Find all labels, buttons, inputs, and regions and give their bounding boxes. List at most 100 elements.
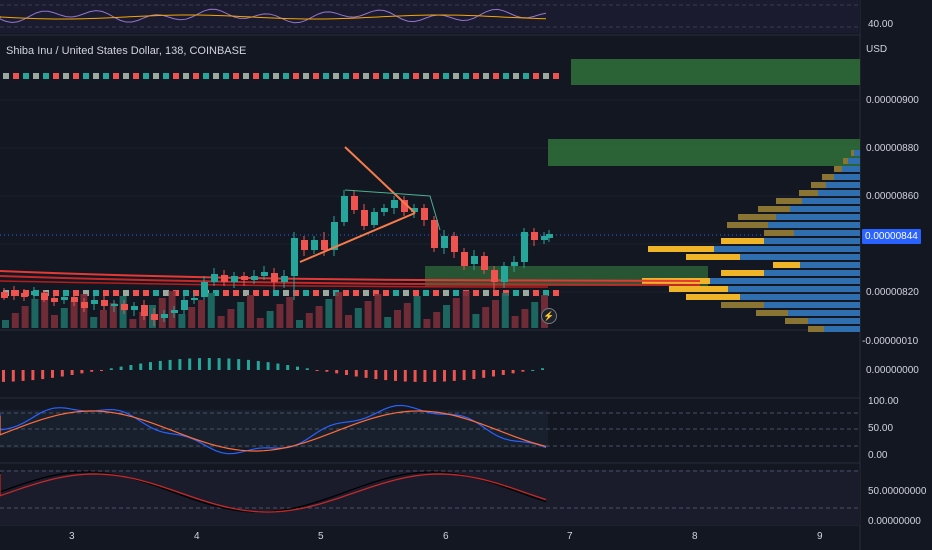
volume-bar: [472, 314, 480, 328]
candle-body: [1, 292, 8, 298]
macd-bar: [266, 362, 270, 370]
signal-dot: [313, 290, 319, 296]
macd-bar: [452, 370, 456, 381]
volume-bar: [256, 318, 264, 328]
candle-body: [271, 273, 278, 282]
candle-body: [331, 222, 338, 250]
candle-body: [61, 297, 68, 300]
candle-body: [261, 272, 268, 276]
candle-body: [451, 236, 458, 252]
candle-body: [431, 220, 438, 248]
signal-dot: [383, 73, 389, 79]
signal-dot: [133, 73, 139, 79]
volume-bar: [492, 300, 499, 328]
candle-body: [501, 266, 508, 282]
volume-bar: [178, 314, 186, 328]
volume-bar: [266, 311, 274, 328]
volume-bar: [531, 302, 539, 328]
macd-tick: 0.00000000: [866, 365, 919, 376]
signal-dot: [443, 290, 449, 296]
macd-bar: [70, 370, 74, 375]
signal-dot: [283, 73, 289, 79]
candle-body: [281, 276, 288, 282]
candle-body: [71, 297, 78, 302]
signal-dot: [83, 290, 89, 296]
candle-body: [91, 300, 98, 304]
volume-bar: [70, 301, 78, 328]
signal-dot: [253, 73, 259, 79]
signal-dot: [233, 290, 239, 296]
signal-dot: [53, 290, 59, 296]
candle-body: [121, 304, 128, 310]
volume-profile-bar: [800, 262, 860, 268]
signal-dot: [333, 73, 339, 79]
signal-dot: [533, 290, 539, 296]
volume-bar: [227, 309, 235, 328]
macd-bar: [462, 370, 466, 381]
signal-dot: [263, 290, 269, 296]
candle-body: [81, 302, 88, 308]
signal-dot: [523, 290, 529, 296]
volume-profile-bar: [822, 174, 834, 180]
signal-dot: [413, 290, 419, 296]
volume-profile-bar: [808, 326, 824, 332]
macd-bar: [237, 359, 241, 370]
time-tick: 8: [692, 531, 698, 542]
volume-profile-bar: [669, 286, 728, 292]
candle-body: [181, 300, 188, 310]
candle-body: [521, 232, 528, 262]
signal-dot: [523, 73, 529, 79]
candle-body: [241, 276, 248, 280]
macd-bar: [2, 370, 5, 382]
signal-dot: [73, 73, 79, 79]
time-tick: 7: [567, 531, 573, 542]
volume-bar: [109, 303, 117, 328]
volume-profile-bar: [834, 166, 842, 172]
signal-dot: [513, 73, 519, 79]
candle-body: [511, 262, 518, 266]
signal-dot: [423, 73, 429, 79]
currency-label: USD: [866, 44, 888, 55]
volume-profile-bar: [848, 158, 860, 164]
time-tick: 9: [817, 531, 823, 542]
signal-dot: [153, 73, 159, 79]
candle-body: [11, 290, 18, 296]
signal-dot: [473, 290, 479, 296]
macd-bar: [521, 370, 525, 372]
macd-bar: [394, 370, 397, 381]
volume-profile-bar: [756, 310, 788, 316]
volume-bar: [305, 313, 313, 328]
signal-dot: [103, 290, 109, 296]
signal-dot: [83, 73, 89, 79]
volume-profile-bar: [785, 318, 808, 324]
signal-dot: [343, 73, 349, 79]
volume-bar: [315, 306, 323, 328]
signal-dot: [273, 290, 279, 296]
volume-bar: [374, 294, 382, 328]
volume-profile-bar: [842, 166, 860, 172]
macd-bar: [403, 370, 407, 382]
signal-dot: [163, 290, 169, 296]
volume-bar: [100, 310, 107, 328]
candle-body: [291, 238, 298, 276]
macd-bar: [433, 370, 437, 382]
signal-dot: [363, 73, 369, 79]
volume-bar: [394, 310, 401, 328]
signal-dot: [323, 290, 329, 296]
signal-dot: [393, 290, 399, 296]
signal-dot: [463, 73, 469, 79]
signal-dot: [373, 73, 379, 79]
signal-dot: [183, 73, 189, 79]
signal-dot: [213, 290, 219, 296]
volume-profile-bar: [686, 294, 740, 300]
signal-dot: [553, 73, 559, 79]
bolt-icon[interactable]: ⚡: [541, 308, 557, 324]
signal-dot: [383, 290, 389, 296]
candle-body: [171, 310, 178, 313]
volume-profile-bar: [721, 270, 764, 276]
stoch2-pane: [0, 470, 860, 525]
signal-dot: [123, 73, 129, 79]
macd-bar: [207, 358, 211, 370]
